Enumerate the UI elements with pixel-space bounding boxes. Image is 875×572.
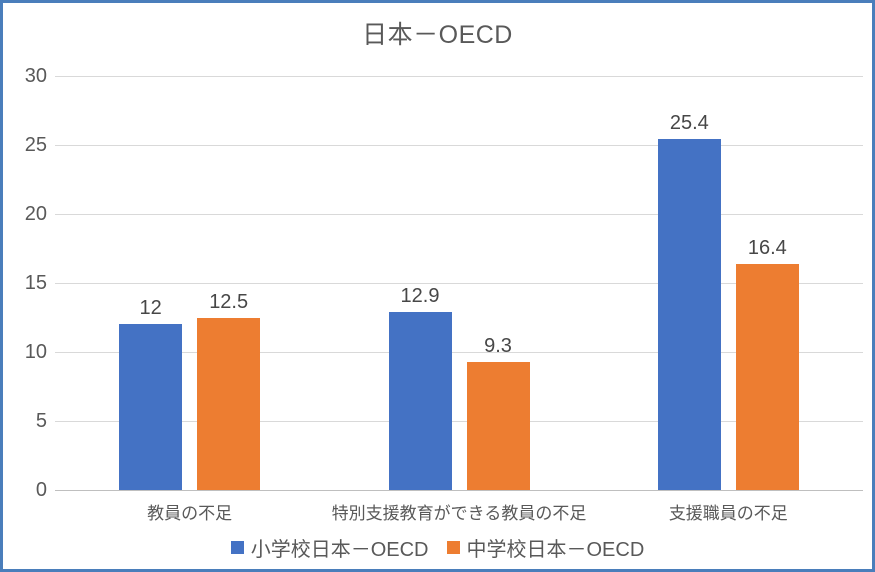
category-label: 支援職員の不足 [668, 504, 788, 523]
y-tick-label: 0 [35, 479, 47, 501]
gridline [55, 352, 863, 353]
legend-label: 中学校日本－OECD [466, 539, 645, 561]
y-tick-label: 20 [24, 203, 47, 225]
bar-value-label: 9.3 [484, 334, 512, 357]
bar-value-label: 12.5 [209, 290, 249, 313]
legend-item: 小学校日本－OECD [230, 533, 429, 562]
bar-value-label: 25.4 [669, 112, 709, 135]
gridline [55, 214, 863, 215]
legend-swatch-icon [230, 541, 244, 554]
y-tick-label: 25 [24, 134, 47, 156]
legend-item: 中学校日本－OECD [446, 533, 645, 562]
bar-series2 [735, 263, 799, 490]
gridline [55, 145, 863, 146]
bar-value-label: 12 [139, 297, 162, 320]
bar-series1 [388, 311, 452, 490]
bar-series1 [657, 139, 721, 490]
chart-title: 日本－OECD [362, 21, 513, 49]
x-axis-line [55, 490, 863, 491]
y-tick-label: 5 [35, 410, 47, 432]
bar-series1 [119, 324, 183, 490]
category-label: 教員の不足 [147, 504, 233, 523]
legend: 小学校日本－OECD 中学校日本－OECD [3, 533, 872, 562]
legend-label: 小学校日本－OECD [250, 539, 429, 561]
bar-value-label: 12.9 [400, 284, 440, 307]
gridline [55, 283, 863, 284]
y-tick-label: 10 [24, 341, 47, 363]
bar-series2 [466, 361, 530, 490]
plot-area: 12 12.5 12.9 9.3 25.4 16.4 [55, 76, 863, 491]
bar-value-label: 16.4 [747, 236, 787, 259]
category-label: 特別支援教育ができる教員の不足 [331, 504, 587, 523]
gridline [55, 76, 863, 77]
y-tick-label: 30 [24, 65, 47, 87]
legend-swatch-icon [446, 541, 460, 554]
y-tick-label: 15 [24, 272, 47, 294]
bar-series2 [197, 317, 261, 490]
gridline [55, 421, 863, 422]
